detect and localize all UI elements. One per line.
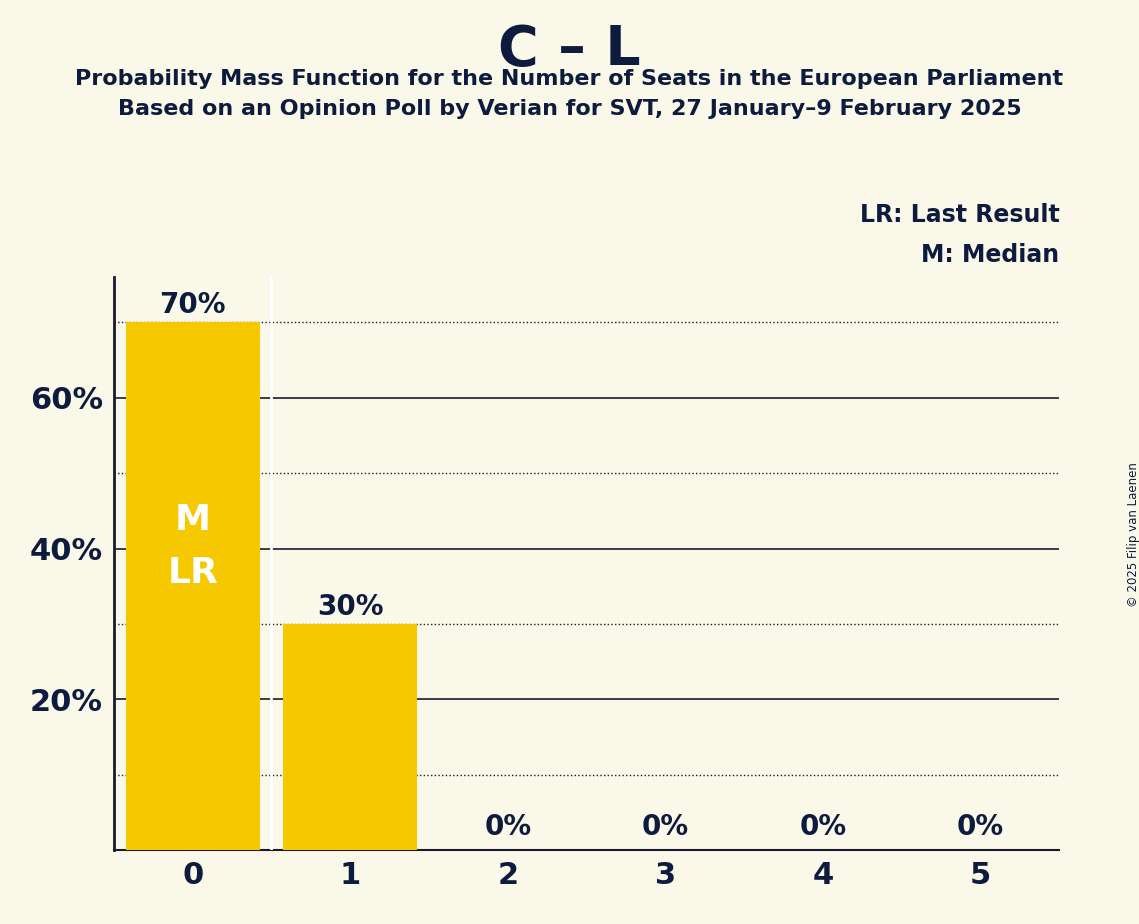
Text: © 2025 Filip van Laenen: © 2025 Filip van Laenen (1126, 462, 1139, 607)
Text: 0%: 0% (957, 813, 1005, 841)
Text: 0%: 0% (800, 813, 846, 841)
Text: 70%: 70% (159, 291, 226, 320)
Text: Probability Mass Function for the Number of Seats in the European Parliament: Probability Mass Function for the Number… (75, 69, 1064, 90)
Text: 0%: 0% (484, 813, 532, 841)
Text: Based on an Opinion Poll by Verian for SVT, 27 January–9 February 2025: Based on an Opinion Poll by Verian for S… (117, 99, 1022, 119)
Bar (284, 624, 417, 850)
Text: LR: LR (167, 556, 218, 590)
Text: M: M (174, 504, 211, 537)
Text: 30%: 30% (317, 593, 384, 621)
Text: C – L: C – L (498, 23, 641, 77)
Text: LR: Last Result: LR: Last Result (860, 202, 1059, 226)
Bar (125, 322, 260, 850)
Text: M: Median: M: Median (921, 243, 1059, 267)
Text: 0%: 0% (641, 813, 689, 841)
